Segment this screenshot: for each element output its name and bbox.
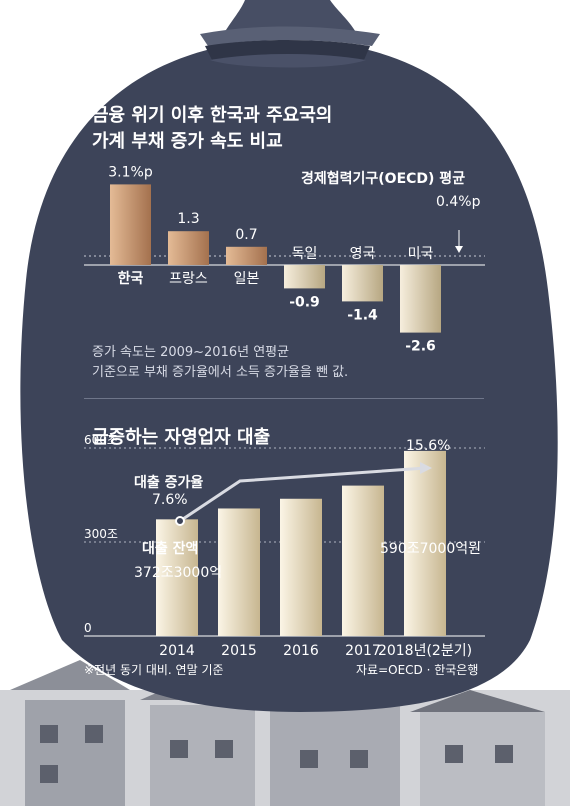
- category-label-2018년(2분기): 2018년(2분기): [378, 643, 472, 659]
- value-label-프랑스: 1.3: [177, 211, 199, 227]
- growth-start-point: [175, 516, 185, 526]
- bar-2018년(2분기): [404, 450, 446, 636]
- loan-balance-label: 대출 잔액: [142, 541, 199, 557]
- oecd-average-value: 0.4%p: [436, 194, 481, 210]
- growth-start-label: 7.6%: [152, 492, 188, 508]
- value-label-미국: -2.6: [405, 339, 436, 355]
- category-label-영국: 영국: [350, 246, 376, 262]
- bar-2017: [342, 485, 384, 636]
- bar-영국: [342, 265, 383, 302]
- bar-독일: [284, 265, 325, 289]
- ytick-label-300: 300조: [84, 527, 118, 541]
- bar-프랑스: [168, 231, 209, 265]
- value-label-독일: -0.9: [289, 294, 320, 310]
- growth-end-label: 15.6%: [406, 438, 451, 454]
- category-label-일본: 일본: [234, 271, 260, 287]
- growth-arrow-head: [420, 462, 432, 474]
- footnote: ※전년 동기 대비. 연말 기준: [84, 663, 224, 677]
- chart2-title: 급증하는 자영업자 대출: [92, 427, 271, 448]
- category-label-독일: 독일: [292, 246, 318, 262]
- category-label-2015: 2015: [221, 643, 257, 659]
- bar-한국: [110, 184, 151, 265]
- bar-2015: [218, 508, 260, 636]
- first-bar-value: 372조3000억: [134, 565, 223, 581]
- bar-2014: [156, 519, 198, 636]
- last-bar-value: 590조7000억원: [380, 541, 481, 557]
- category-label-프랑스: 프랑스: [169, 271, 208, 287]
- oecd-arrow-head: [455, 246, 463, 253]
- value-label-일본: 0.7: [235, 227, 257, 243]
- bar-일본: [226, 246, 267, 265]
- chart1-note-line2: 기준으로 부채 증가율에서 소득 증가율을 뺀 값.: [92, 365, 349, 380]
- source: 자료=OECD · 한국은행: [356, 663, 479, 677]
- bar-미국: [400, 265, 441, 333]
- oecd-average-label: 경제협력기구(OECD) 평균: [301, 171, 466, 187]
- growth-line: [179, 466, 427, 523]
- category-label-2016: 2016: [283, 643, 319, 659]
- category-label-한국: 한국: [118, 271, 144, 287]
- section-divider: [84, 398, 484, 399]
- growth-rate-label: 대출 증가율: [134, 475, 204, 491]
- ytick-label-0: 0: [84, 621, 92, 635]
- category-label-2014: 2014: [159, 643, 195, 659]
- ytick-label-600: 600조: [84, 433, 118, 447]
- chart1-title: 금융 위기 이후 한국과 주요국의 가계 부채 증가 속도 비교: [92, 105, 333, 152]
- category-label-미국: 미국: [408, 246, 434, 262]
- value-label-영국: -1.4: [347, 307, 378, 323]
- bar-2016: [280, 498, 322, 636]
- chart1-note-line1: 증가 속도는 2009~2016년 연평균: [92, 345, 290, 360]
- value-label-한국: 3.1%p: [108, 164, 153, 180]
- category-label-2017: 2017: [345, 643, 381, 659]
